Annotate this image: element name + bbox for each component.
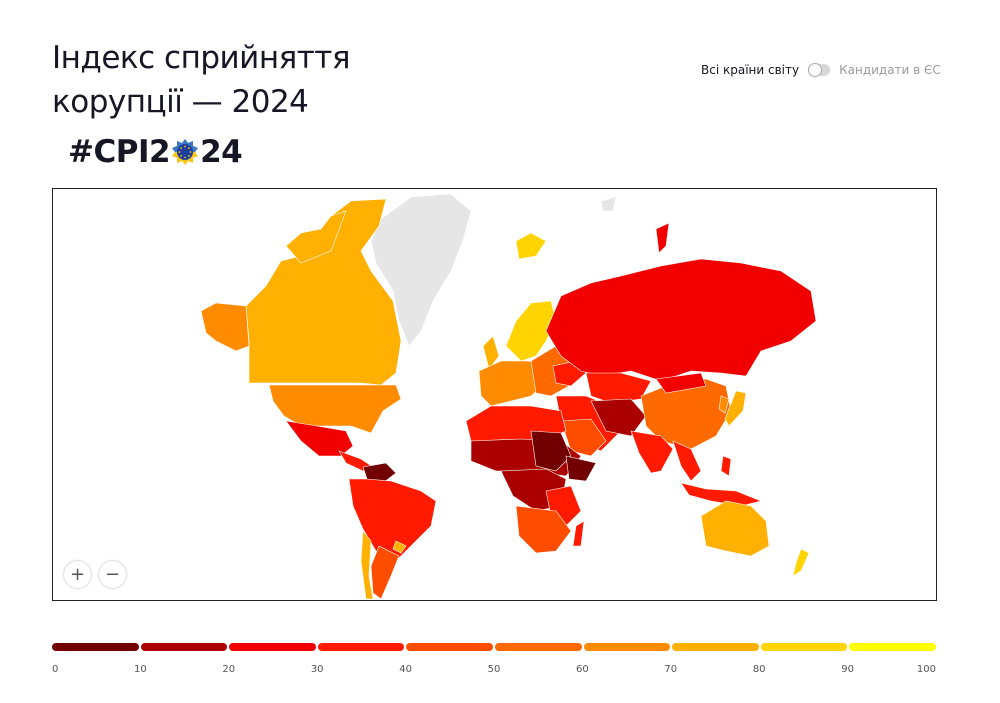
country-southern-africa[interactable] <box>515 505 572 554</box>
country-usa-alaska[interactable] <box>200 302 250 352</box>
legend-tick-label: 20 <box>222 664 236 675</box>
country-indonesia[interactable] <box>680 482 762 507</box>
legend-swatch[interactable] <box>583 643 671 651</box>
country-iran-afghanistan[interactable] <box>590 398 647 437</box>
region-toggle: Всі країни світу Кандидати в ЄС <box>701 63 941 77</box>
country-novaya-zemlya[interactable] <box>655 222 670 254</box>
legend-bar <box>52 643 936 651</box>
legend-tick-label: 80 <box>752 664 766 675</box>
zoom-in-button[interactable]: + <box>64 561 91 588</box>
country-canada-arctic[interactable] <box>285 210 347 264</box>
country-southeast-asia[interactable] <box>672 440 702 482</box>
legend-tick-label: 60 <box>576 664 589 675</box>
legend-tick-label: 40 <box>399 664 412 675</box>
world-map[interactable]: + − <box>52 188 937 601</box>
cpi-hashtag-logo: #CPI2 24 <box>68 134 243 170</box>
legend-swatch[interactable] <box>406 643 493 651</box>
country-russia[interactable] <box>545 258 817 382</box>
legend-tick-label: 100 <box>916 664 936 675</box>
country-venezuela[interactable] <box>362 462 397 484</box>
eu-gear-icon <box>172 139 199 165</box>
legend-tick-label: 0 <box>52 664 59 675</box>
country-chile[interactable] <box>360 530 374 600</box>
legend-swatch[interactable] <box>229 643 316 651</box>
country-usa[interactable] <box>268 384 402 434</box>
country-saudi-arabia[interactable] <box>560 418 607 457</box>
legend-swatch[interactable] <box>140 643 228 651</box>
legend-tick-label: 30 <box>310 664 324 675</box>
country-australia[interactable] <box>700 500 770 557</box>
country-india[interactable] <box>630 430 674 474</box>
legend-tick-label: 50 <box>487 664 501 675</box>
country-korea[interactable] <box>718 395 730 414</box>
country-iceland[interactable] <box>515 232 547 260</box>
country-philippines[interactable] <box>720 455 732 477</box>
country-japan[interactable] <box>724 390 747 427</box>
legend-tick-label: 70 <box>664 664 678 675</box>
country-mongolia[interactable] <box>655 372 707 394</box>
country-horn-of-africa[interactable] <box>565 455 597 482</box>
map-canvas[interactable] <box>53 189 936 600</box>
legend-swatch[interactable] <box>672 643 759 651</box>
color-scale-legend: 0 10 20 30 40 50 60 70 80 90 100 <box>52 643 936 680</box>
legend-swatch[interactable] <box>849 643 936 651</box>
country-svalbard[interactable] <box>600 196 617 212</box>
country-madagascar[interactable] <box>572 520 585 547</box>
legend-ticks: 0 10 20 30 40 50 60 70 80 90 100 <box>52 664 936 680</box>
hashtag-text-start: #CPI2 <box>68 134 171 170</box>
country-kazakhstan[interactable] <box>585 372 652 404</box>
legend-swatch[interactable] <box>760 643 848 651</box>
country-new-zealand[interactable] <box>792 548 810 577</box>
country-argentina[interactable] <box>370 545 400 600</box>
legend-tick-label: 90 <box>841 664 854 675</box>
country-uruguay[interactable] <box>392 540 407 554</box>
country-mexico[interactable] <box>285 420 354 457</box>
legend-swatch[interactable] <box>317 643 405 651</box>
toggle-knob <box>808 63 823 77</box>
legend-swatch[interactable] <box>494 643 582 651</box>
page-title: Індекс сприйняття корупції — 2024 <box>52 40 351 120</box>
legend-swatch[interactable] <box>52 643 139 651</box>
country-sudan[interactable] <box>530 430 572 472</box>
toggle-option-eu-candidates[interactable]: Кандидати в ЄС <box>839 63 941 77</box>
toggle-option-all-countries[interactable]: Всі країни світу <box>701 63 800 77</box>
legend-tick-label: 10 <box>134 664 147 675</box>
toggle-switch[interactable] <box>808 63 831 77</box>
country-uk[interactable] <box>482 335 500 370</box>
hashtag-text-end: 24 <box>200 134 243 170</box>
zoom-out-button[interactable]: − <box>99 561 126 588</box>
country-greenland[interactable] <box>370 193 472 347</box>
